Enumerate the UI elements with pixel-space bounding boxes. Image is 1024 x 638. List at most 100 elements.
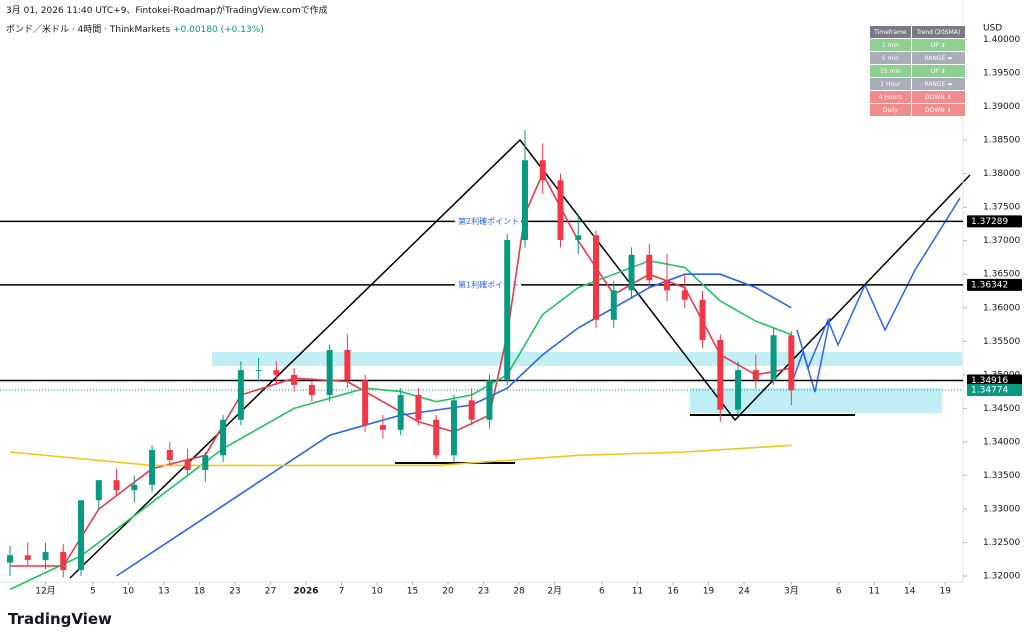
- table-cell: UP ⬆: [910, 38, 967, 52]
- price-label: 1.34774: [971, 385, 1008, 395]
- y-tick-label: 1.34000: [983, 437, 1020, 447]
- x-tick-label: 2月: [547, 586, 562, 597]
- candle-body: [735, 370, 742, 410]
- candle-body: [220, 419, 227, 456]
- candle-body: [42, 551, 49, 560]
- candle-body: [202, 455, 209, 471]
- price-label: 1.34916: [971, 376, 1008, 386]
- x-tick-label: 13: [158, 587, 169, 597]
- candle-body: [433, 419, 440, 456]
- x-tick-label: 12月: [35, 586, 55, 597]
- y-tick-label: 1.35500: [983, 337, 1020, 347]
- x-tick-label: 28: [513, 587, 525, 597]
- y-tick-label: 1.39000: [983, 102, 1020, 112]
- candle-body: [504, 240, 511, 381]
- axis-unit: USD: [983, 24, 1002, 34]
- table-cell: 1 min: [869, 38, 912, 52]
- y-tick-label: 1.37000: [983, 236, 1020, 246]
- candle-body: [184, 460, 191, 471]
- y-tick-label: 1.38500: [983, 136, 1020, 146]
- candle-body: [575, 235, 582, 241]
- candle-body: [415, 394, 422, 420]
- candle-body: [255, 370, 262, 372]
- y-tick-label: 1.33500: [983, 471, 1020, 481]
- x-tick-label: 10: [123, 587, 135, 597]
- candle-body: [149, 449, 156, 485]
- candle-body: [362, 380, 369, 426]
- x-tick-label: 20: [442, 587, 454, 597]
- symbol: ポンド／米ドル · 4時間 · ThinkMarkets: [6, 25, 171, 35]
- table-cell: Daily: [869, 103, 912, 117]
- candle-body: [664, 280, 671, 291]
- candle-body: [237, 370, 244, 420]
- candle-body: [717, 339, 724, 410]
- annotation-bg: [455, 215, 521, 228]
- x-tick-label: 24: [738, 587, 750, 597]
- table-cell: RANGE ➡: [910, 77, 967, 91]
- moving-average: [116, 273, 792, 577]
- x-tick-label: 23: [229, 587, 240, 597]
- candle-body: [646, 254, 653, 281]
- table-cell: UP ⬆: [910, 64, 967, 78]
- x-tick-label: 15: [407, 587, 418, 597]
- candle-body: [539, 160, 546, 181]
- x-tick-label: 7: [339, 587, 345, 597]
- candle-body: [308, 384, 315, 395]
- candle-body: [379, 425, 386, 430]
- y-tick-label: 1.38000: [983, 169, 1020, 179]
- x-tick-label: 16: [667, 587, 679, 597]
- created-note: 3月 01, 2026 11:40 UTC+9、Fintokei-Roadmap…: [6, 6, 328, 16]
- x-tick-label: 10: [371, 587, 383, 597]
- y-tick-label: 1.39500: [983, 69, 1020, 79]
- candle-body: [291, 374, 298, 385]
- x-tick-label: 19: [940, 587, 952, 597]
- x-tick-label: 2026: [293, 587, 318, 597]
- candle-body: [60, 551, 67, 570]
- x-tick-label: 19: [703, 587, 715, 597]
- candle-body: [450, 400, 457, 456]
- x-tick-label: 6: [599, 587, 605, 597]
- price-label-box: [967, 215, 1022, 228]
- price-label: 1.37289: [971, 217, 1008, 227]
- candle-body: [95, 480, 102, 501]
- candle-body: [486, 380, 493, 420]
- table-row: Daily DOWN ⬇: [869, 103, 967, 117]
- trend-table: Timeframe Trend (20SMA) 1 min UP ⬆ 5 min RANG…: [869, 25, 967, 117]
- forecast-path: [789, 317, 831, 393]
- table-cell: 4 Hours: [869, 90, 912, 104]
- candle-body: [24, 555, 31, 560]
- symbol-line: ポンド／米ドル · 4時間 · ThinkMarkets +0.00180 (+…: [6, 22, 264, 35]
- candle-body: [273, 370, 280, 375]
- x-tick-label: 3月: [784, 586, 799, 597]
- x-tick-label: 14: [904, 587, 916, 597]
- x-tick-label: 5: [90, 587, 96, 597]
- x-tick-label: 23: [478, 587, 489, 597]
- annotation: 第1利確ポイント: [458, 279, 519, 289]
- table-cell: DOWN ⬇: [910, 90, 967, 104]
- table-cell: 15 min: [869, 64, 912, 78]
- candle-body: [131, 484, 138, 491]
- candle-body: [752, 370, 759, 381]
- candle-body: [557, 180, 564, 241]
- table-cell: Trend (20SMA): [910, 25, 967, 39]
- candle-body: [113, 480, 120, 491]
- x-tick-label: 18: [194, 587, 206, 597]
- x-tick-label: 6: [836, 587, 842, 597]
- table-cell: RANGE ➡: [910, 51, 967, 65]
- price-label-box: [967, 278, 1022, 291]
- change: +0.00180 (+0.13%): [173, 25, 264, 35]
- table-row: 4 Hours DOWN ⬇: [869, 90, 967, 104]
- zone-box: [690, 388, 942, 413]
- table-row: 1 min UP ⬆: [869, 38, 967, 52]
- table-cell: DOWN ⬇: [910, 103, 967, 117]
- candle-body: [628, 254, 635, 291]
- candle-body: [681, 290, 688, 300]
- logo: TradingView: [8, 610, 112, 628]
- price-label: 1.36342: [971, 280, 1008, 290]
- y-tick-label: 1.37500: [983, 203, 1020, 213]
- moving-average: [10, 171, 792, 567]
- candle-body: [788, 335, 795, 391]
- y-tick-label: 1.32000: [983, 572, 1020, 582]
